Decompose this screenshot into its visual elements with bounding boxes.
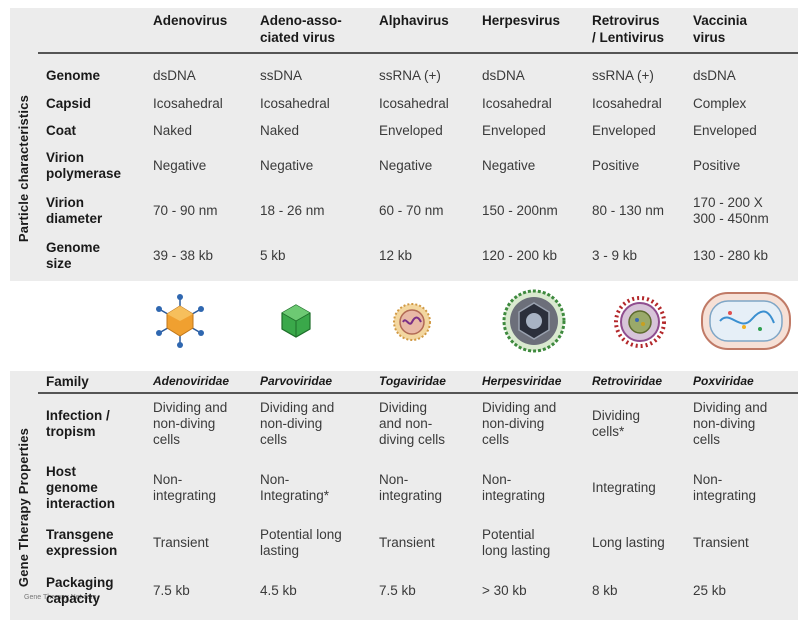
table-cell: Icosahedral bbox=[379, 96, 449, 111]
family-cell: Poxviridae bbox=[693, 374, 754, 388]
virus-image-band: Gene Therapy Net.com bbox=[10, 281, 798, 601]
row-label: Family bbox=[46, 374, 89, 389]
column-header: Adenovirus bbox=[153, 13, 228, 28]
table-cell: ssDNA bbox=[260, 68, 303, 83]
table-cell: Transient bbox=[693, 535, 749, 550]
row-label: Infection / tropism bbox=[46, 408, 110, 439]
table-cell: 60 - 70 nm bbox=[379, 203, 444, 218]
table-cell: Dividing and non-diving cells bbox=[153, 400, 228, 447]
image-credit: Gene Therapy Net.com bbox=[24, 594, 97, 601]
table-cell: Dividing and non-diving cells bbox=[379, 400, 446, 447]
table-cell: Integrating bbox=[592, 480, 656, 495]
family-cell: Adenoviridae bbox=[153, 374, 230, 388]
table-cell: Negative bbox=[153, 158, 207, 173]
aav-icon bbox=[278, 303, 314, 339]
section-label-gene: Gene Therapy Properties bbox=[10, 396, 38, 618]
column-header: Retrovirus / Lentivirus bbox=[592, 13, 665, 45]
table-cell: 130 - 280 kb bbox=[693, 248, 769, 263]
row-label: Coat bbox=[46, 123, 76, 138]
table-cell: dsDNA bbox=[693, 68, 736, 83]
section-label-gene-text: Gene Therapy Properties bbox=[16, 427, 32, 587]
table-cell: Dividing and non-diving cells bbox=[693, 400, 768, 447]
table-cell: Enveloped bbox=[592, 123, 656, 138]
table-cell: 150 - 200nm bbox=[482, 203, 558, 218]
table-cell: Complex bbox=[693, 96, 747, 111]
family-divider bbox=[38, 392, 798, 394]
table-cell: 80 - 130 nm bbox=[592, 203, 665, 218]
table-cell: Non-integrating bbox=[693, 472, 757, 503]
row-label: Capsid bbox=[46, 96, 92, 111]
table-cell: Positive bbox=[693, 158, 741, 173]
family-cell: Togaviridae bbox=[379, 374, 446, 388]
table-cell: Negative bbox=[482, 158, 536, 173]
family-cell: Herpesviridae bbox=[482, 374, 562, 388]
table-cell: 12 kb bbox=[379, 248, 413, 263]
virus-comparison-table: Adenovirus Adeno-asso-ciated virus Alphavi… bbox=[10, 8, 798, 620]
row-label: Genome bbox=[46, 68, 101, 83]
table-cell: 3 - 9 kb bbox=[592, 248, 638, 263]
row-label: Virion polymerase bbox=[46, 150, 122, 181]
table-cell: Icosahedral bbox=[592, 96, 662, 111]
table-cell: Enveloped bbox=[379, 123, 443, 138]
table-cell: Naked bbox=[260, 123, 300, 138]
table-cell: Negative bbox=[260, 158, 314, 173]
column-header: Alphavirus bbox=[379, 13, 449, 28]
table-cell: ssRNA (+) bbox=[592, 68, 654, 83]
table-cell: Non-integrating bbox=[153, 472, 217, 503]
table-cell: Transient bbox=[153, 535, 209, 550]
vaccinia-icon bbox=[700, 291, 792, 351]
retrovirus-icon bbox=[614, 296, 666, 348]
row-label: Host genome interaction bbox=[46, 464, 116, 511]
table-cell: Enveloped bbox=[482, 123, 546, 138]
table-cell: 39 - 38 kb bbox=[153, 248, 214, 263]
table-cell: Dividing and non-diving cells bbox=[482, 400, 557, 447]
column-header: Herpesvirus bbox=[482, 13, 561, 28]
row-label: Genome size bbox=[46, 240, 101, 271]
table-cell: Naked bbox=[153, 123, 193, 138]
table-cell: Non- Integrating* bbox=[260, 472, 330, 503]
row-label: Packaging capacity bbox=[46, 575, 114, 606]
table-cell: 7.5 kb bbox=[379, 583, 416, 598]
table-cell: 5 kb bbox=[260, 248, 286, 263]
table-cell: Icosahedral bbox=[260, 96, 330, 111]
table-cell: 170 - 200 X 300 - 450nm bbox=[693, 195, 769, 226]
table-cell: 7.5 kb bbox=[153, 583, 190, 598]
section-label-particle: Particle characteristics bbox=[10, 58, 38, 278]
section-label-particle-text: Particle characteristics bbox=[16, 94, 32, 242]
table-cell: Long lasting bbox=[592, 535, 665, 550]
table-cell: 8 kb bbox=[592, 583, 618, 598]
alphavirus-icon bbox=[392, 302, 432, 342]
table-cell: Potential long lasting bbox=[482, 527, 551, 558]
table-cell: Enveloped bbox=[693, 123, 757, 138]
table-cell: Dividing cells* bbox=[592, 408, 641, 439]
table-cell: Dividing and non-diving cells bbox=[260, 400, 335, 447]
table-cell: ssRNA (+) bbox=[379, 68, 441, 83]
column-header: Vaccinia virus bbox=[693, 13, 748, 45]
column-header: Adeno-asso-ciated virus bbox=[260, 13, 342, 45]
herpesvirus-icon bbox=[502, 289, 566, 353]
table-cell: Transient bbox=[379, 535, 435, 550]
table-cell: 4.5 kb bbox=[260, 583, 297, 598]
row-label: Transgene expression bbox=[46, 527, 118, 558]
table-cell: Non-integrating bbox=[379, 472, 443, 503]
table-cell: Icosahedral bbox=[153, 96, 223, 111]
table-cell: 70 - 90 nm bbox=[153, 203, 218, 218]
row-label: Virion diameter bbox=[46, 195, 103, 226]
table-cell: Potential long lasting bbox=[260, 527, 342, 558]
header-divider bbox=[38, 52, 798, 54]
table-cell: Negative bbox=[379, 158, 433, 173]
table-cell: 18 - 26 nm bbox=[260, 203, 325, 218]
table-cell: Positive bbox=[592, 158, 640, 173]
table-cell: Non-integrating bbox=[482, 472, 546, 503]
table-cell: Icosahedral bbox=[482, 96, 552, 111]
table-cell: > 30 kb bbox=[482, 583, 527, 598]
table-cell: 120 - 200 kb bbox=[482, 248, 558, 263]
table-cell: dsDNA bbox=[153, 68, 196, 83]
table-cell: dsDNA bbox=[482, 68, 525, 83]
family-cell: Parvoviridae bbox=[260, 374, 333, 388]
adenovirus-icon bbox=[152, 293, 208, 349]
table-cell: 25 kb bbox=[693, 583, 727, 598]
family-cell: Retroviridae bbox=[592, 374, 663, 388]
